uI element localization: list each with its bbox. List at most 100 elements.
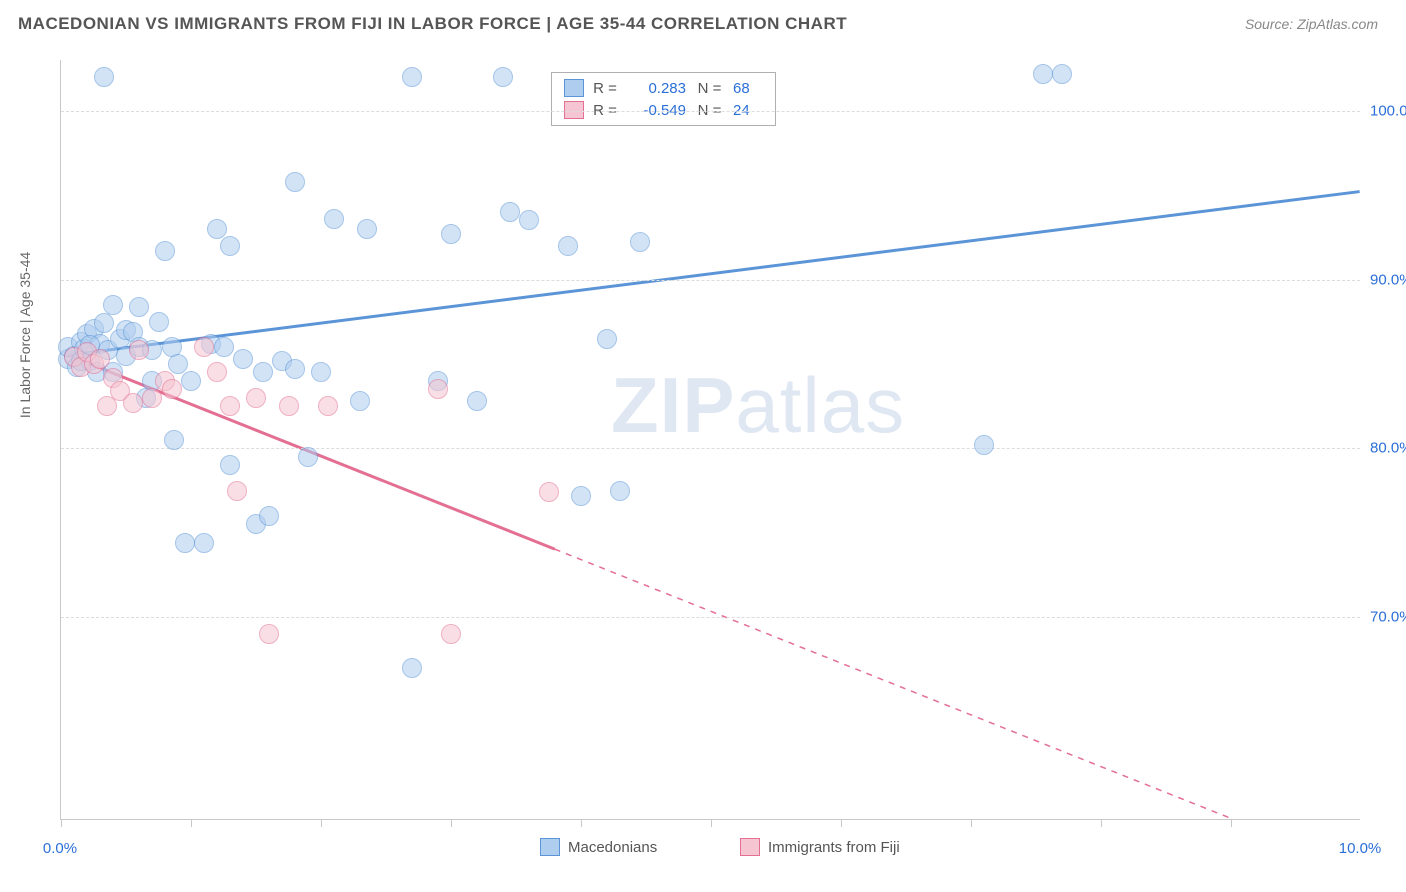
data-point-macedonians — [571, 486, 591, 506]
data-point-fiji — [279, 396, 299, 416]
data-point-fiji — [220, 396, 240, 416]
gridline — [61, 448, 1360, 449]
watermark: ZIPatlas — [611, 360, 905, 451]
series-legend-fiji: Immigrants from Fiji — [740, 838, 900, 856]
data-point-macedonians — [630, 232, 650, 252]
data-point-macedonians — [285, 172, 305, 192]
data-point-macedonians — [175, 533, 195, 553]
series-label-fiji: Immigrants from Fiji — [768, 839, 900, 856]
data-point-macedonians — [149, 312, 169, 332]
gridline — [61, 111, 1360, 112]
data-point-fiji — [207, 362, 227, 382]
data-point-fiji — [129, 340, 149, 360]
data-point-fiji — [123, 393, 143, 413]
x-tick — [191, 819, 192, 827]
x-tick — [971, 819, 972, 827]
data-point-macedonians — [402, 67, 422, 87]
data-point-macedonians — [181, 371, 201, 391]
data-point-macedonians — [324, 209, 344, 229]
trendline-macedonians — [68, 192, 1360, 356]
data-point-macedonians — [233, 349, 253, 369]
data-point-macedonians — [214, 337, 234, 357]
data-point-macedonians — [194, 533, 214, 553]
data-point-macedonians — [467, 391, 487, 411]
correlation-legend: R =0.283N =68R =-0.549N =24 — [551, 72, 776, 126]
data-point-macedonians — [220, 236, 240, 256]
data-point-macedonians — [350, 391, 370, 411]
x-axis-max-label: 10.0% — [1339, 840, 1382, 857]
data-point-macedonians — [298, 447, 318, 467]
data-point-macedonians — [155, 241, 175, 261]
legend-n-label: N = — [692, 80, 727, 97]
data-point-macedonians — [168, 354, 188, 374]
y-tick-label: 70.0% — [1370, 609, 1406, 626]
x-tick — [841, 819, 842, 827]
x-tick — [1101, 819, 1102, 827]
legend-r-value-macedonians: 0.283 — [626, 80, 686, 97]
legend-r-label: R = — [590, 80, 620, 97]
data-point-macedonians — [610, 481, 630, 501]
data-point-macedonians — [493, 67, 513, 87]
series-label-macedonians: Macedonians — [568, 839, 657, 856]
data-point-macedonians — [129, 297, 149, 317]
legend-swatch-macedonians — [564, 79, 584, 97]
data-point-macedonians — [253, 362, 273, 382]
data-point-fiji — [142, 388, 162, 408]
y-tick-label: 90.0% — [1370, 271, 1406, 288]
data-point-fiji — [162, 379, 182, 399]
x-axis-min-label: 0.0% — [43, 840, 77, 857]
trend-lines — [61, 60, 1360, 819]
data-point-macedonians — [500, 202, 520, 222]
data-point-macedonians — [441, 224, 461, 244]
legend-row-macedonians: R = 0.283 N = 68 — [564, 77, 763, 99]
watermark-atlas: atlas — [735, 361, 905, 449]
data-point-fiji — [318, 396, 338, 416]
y-tick-label: 100.0% — [1370, 102, 1406, 119]
data-point-fiji — [441, 624, 461, 644]
data-point-macedonians — [259, 506, 279, 526]
data-point-macedonians — [94, 67, 114, 87]
trendline-extension-fiji — [555, 549, 1360, 819]
gridline — [61, 280, 1360, 281]
data-point-macedonians — [597, 329, 617, 349]
data-point-fiji — [194, 337, 214, 357]
x-tick — [711, 819, 712, 827]
legend-n-value-macedonians: 68 — [733, 80, 763, 97]
data-point-fiji — [539, 482, 559, 502]
data-point-macedonians — [519, 210, 539, 230]
data-point-fiji — [227, 481, 247, 501]
source-attribution: Source: ZipAtlas.com — [1245, 16, 1378, 32]
data-point-macedonians — [1033, 64, 1053, 84]
x-tick — [1231, 819, 1232, 827]
data-point-macedonians — [357, 219, 377, 239]
series-swatch-fiji — [740, 838, 760, 856]
data-point-macedonians — [974, 435, 994, 455]
y-axis-label: In Labor Force | Age 35-44 — [17, 252, 33, 418]
x-tick — [581, 819, 582, 827]
series-legend-macedonians: Macedonians — [540, 838, 657, 856]
data-point-macedonians — [311, 362, 331, 382]
plot-area: ZIPatlas R =0.283N =68R =-0.549N =24 70.… — [60, 60, 1360, 820]
data-point-macedonians — [94, 313, 114, 333]
chart-container: In Labor Force | Age 35-44 ZIPatlas R =0… — [40, 50, 1380, 870]
data-point-macedonians — [285, 359, 305, 379]
data-point-macedonians — [402, 658, 422, 678]
x-tick — [321, 819, 322, 827]
x-tick — [451, 819, 452, 827]
data-point-macedonians — [207, 219, 227, 239]
watermark-zip: ZIP — [611, 361, 735, 449]
data-point-macedonians — [220, 455, 240, 475]
data-point-fiji — [428, 379, 448, 399]
data-point-macedonians — [558, 236, 578, 256]
data-point-macedonians — [103, 295, 123, 315]
data-point-macedonians — [164, 430, 184, 450]
data-point-fiji — [90, 349, 110, 369]
y-tick-label: 80.0% — [1370, 440, 1406, 457]
chart-title: MACEDONIAN VS IMMIGRANTS FROM FIJI IN LA… — [18, 14, 847, 34]
x-tick — [61, 819, 62, 827]
data-point-macedonians — [1052, 64, 1072, 84]
series-swatch-macedonians — [540, 838, 560, 856]
gridline — [61, 617, 1360, 618]
data-point-fiji — [259, 624, 279, 644]
data-point-fiji — [246, 388, 266, 408]
